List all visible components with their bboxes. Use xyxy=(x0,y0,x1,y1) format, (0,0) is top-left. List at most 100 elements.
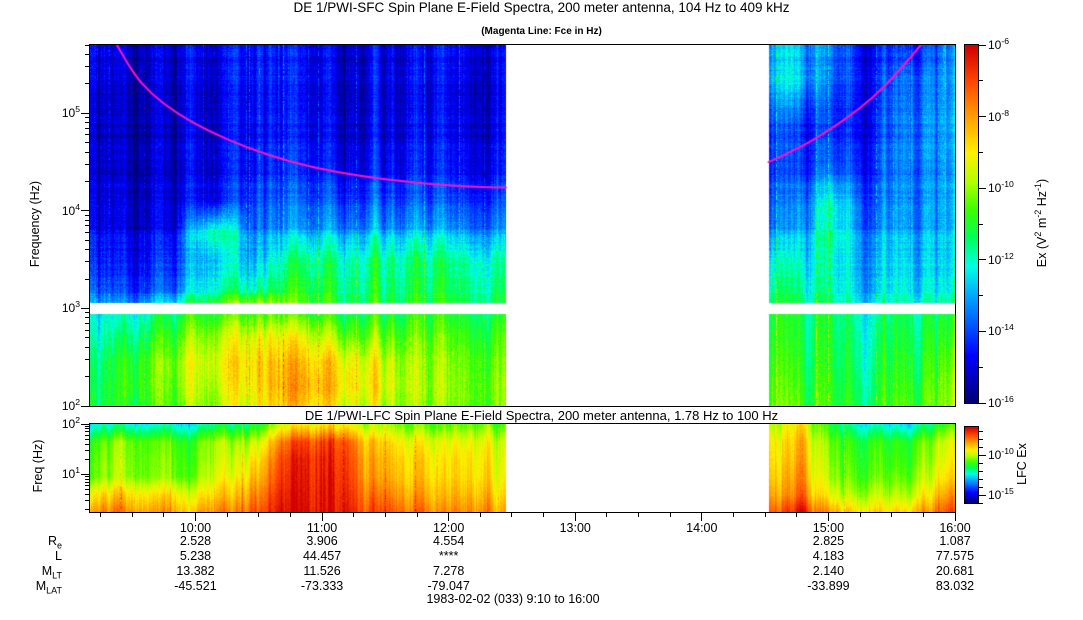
time-minor-tick xyxy=(543,513,545,517)
time-major-tick xyxy=(194,513,196,521)
sfc-y-minor-tick xyxy=(85,261,90,263)
hour-label-1100: 11:00 xyxy=(306,521,338,535)
sfc-y-minor-tick xyxy=(85,225,90,227)
lfc-y-minor-tick xyxy=(85,449,90,451)
footer-date-range: 1983-02-02 (033) 9:10 to 16:00 xyxy=(426,592,600,606)
sfc-y-minor-tick xyxy=(85,278,90,280)
sfc-cb-major-tick xyxy=(979,44,986,46)
sfc-cb-major-tick xyxy=(979,330,986,332)
sfc-y-minor-tick xyxy=(85,134,90,136)
sfc-y-major-tick xyxy=(81,307,90,309)
lfc-colorbar-canvas xyxy=(965,427,978,503)
table-row-label: MLT xyxy=(41,564,62,581)
table-cell: 5.238 xyxy=(179,549,212,563)
sfc-colorbar-canvas xyxy=(965,45,978,403)
time-minor-tick xyxy=(859,513,861,517)
sfc-plot-title: DE 1/PWI-SFC Spin Plane E-Field Spectra,… xyxy=(293,0,790,15)
lfc-y-tick-label: 102 xyxy=(61,415,80,431)
hour-label-1300: 13:00 xyxy=(559,521,591,535)
lfc-y-minor-tick xyxy=(85,508,90,510)
table-cell: -45.521 xyxy=(174,579,217,593)
time-minor-tick xyxy=(416,513,418,517)
sfc-cb-minor-tick xyxy=(979,80,983,82)
time-major-tick xyxy=(448,513,450,521)
table-cell: -73.333 xyxy=(300,579,344,593)
lfc-cb-minor-tick xyxy=(979,486,983,488)
sfc-y-minor-tick xyxy=(85,358,90,360)
sfc-y-minor-tick xyxy=(85,117,90,119)
table-cell: 11.526 xyxy=(303,564,341,578)
lfc-y-minor-tick xyxy=(85,425,90,427)
sfc-cb-major-tick xyxy=(979,259,986,261)
sfc-plot-subtitle: (Magenta Line: Fce in Hz) xyxy=(481,26,602,37)
sfc-y-minor-tick xyxy=(85,219,90,221)
time-major-tick xyxy=(954,513,956,521)
lfc-colorbar-frame xyxy=(964,426,979,504)
table-cell: 4.183 xyxy=(812,549,845,563)
time-minor-tick xyxy=(511,513,513,517)
sfc-y-major-tick xyxy=(81,210,90,212)
table-cell: 77.575 xyxy=(935,549,975,563)
sfc-colorbar-frame xyxy=(964,44,979,404)
sfc-cb-major-tick xyxy=(979,116,986,118)
sfc-y-minor-tick xyxy=(85,83,90,85)
sfc-cb-tick-label: 10-12 xyxy=(988,250,1014,267)
sfc-y-minor-tick xyxy=(85,214,90,216)
table-cell: 44.457 xyxy=(302,549,342,563)
sfc-y-minor-tick xyxy=(85,346,90,348)
table-cell: 2.825 xyxy=(812,534,845,548)
table-row-label: MLAT xyxy=(35,579,62,596)
hour-label-1600: 16:00 xyxy=(939,521,971,535)
sfc-cb-tick-label: 10-16 xyxy=(988,394,1014,410)
sfc-y-tick-label: 102 xyxy=(61,397,80,413)
time-major-tick xyxy=(574,513,576,521)
time-major-tick xyxy=(827,513,829,521)
lfc-cb-major-tick xyxy=(979,494,986,496)
lfc-cb-minor-tick xyxy=(979,470,983,472)
sfc-y-minor-tick xyxy=(85,151,90,153)
sfc-y-minor-tick xyxy=(85,312,90,314)
time-minor-tick xyxy=(226,513,228,517)
time-minor-tick xyxy=(289,513,291,517)
lfc-cb-minor-tick xyxy=(979,446,983,448)
sfc-y-minor-tick xyxy=(85,323,90,325)
time-major-tick xyxy=(321,513,323,521)
lfc-y-minor-tick xyxy=(85,476,90,478)
sfc-cb-tick-label: 10-6 xyxy=(988,36,1010,52)
lfc-cb-tick-label: 10-10 xyxy=(988,446,1014,462)
lfc-y-minor-tick xyxy=(85,431,90,433)
sfc-plot-frame xyxy=(89,44,956,407)
sfc-y-minor-tick xyxy=(85,122,90,124)
time-major-tick xyxy=(701,513,703,521)
time-minor-tick xyxy=(100,513,102,517)
time-minor-tick xyxy=(479,513,481,517)
lfc-y-minor-tick xyxy=(85,438,90,440)
sfc-cb-major-tick xyxy=(979,187,986,189)
lfc-cb-tick-label: 10-15 xyxy=(988,486,1014,502)
table-cell: 20.681 xyxy=(935,564,975,578)
sfc-y-minor-tick xyxy=(85,337,90,339)
time-minor-tick xyxy=(669,513,671,517)
table-cell: 2.528 xyxy=(179,534,212,548)
sfc-cb-tick-label: 10-10 xyxy=(988,179,1014,196)
time-minor-tick xyxy=(258,513,260,517)
sfc-cb-minor-tick xyxy=(979,295,983,297)
hour-label-1200: 12:00 xyxy=(433,521,465,535)
lfc-y-major-tick xyxy=(81,423,90,425)
lfc-y-minor-tick xyxy=(85,488,90,490)
table-cell: -79.047 xyxy=(427,579,470,593)
lfc-plot-frame xyxy=(89,423,956,513)
sfc-cb-minor-tick xyxy=(979,366,983,368)
sfc-y-tick-label: 104 xyxy=(61,201,80,218)
table-cell: **** xyxy=(438,549,459,563)
sfc-y-minor-tick xyxy=(85,317,90,319)
sfc-y-minor-tick xyxy=(85,239,90,241)
time-minor-tick xyxy=(131,513,133,517)
sfc-y-minor-tick xyxy=(85,44,90,46)
sfc-cb-tick-label: 10-14 xyxy=(988,322,1014,339)
table-cell: 7.278 xyxy=(433,564,465,578)
lfc-y-minor-tick xyxy=(85,478,90,480)
time-minor-tick xyxy=(638,513,640,517)
sfc-spectrogram-canvas xyxy=(90,45,955,406)
sfc-cb-major-tick xyxy=(979,402,986,404)
